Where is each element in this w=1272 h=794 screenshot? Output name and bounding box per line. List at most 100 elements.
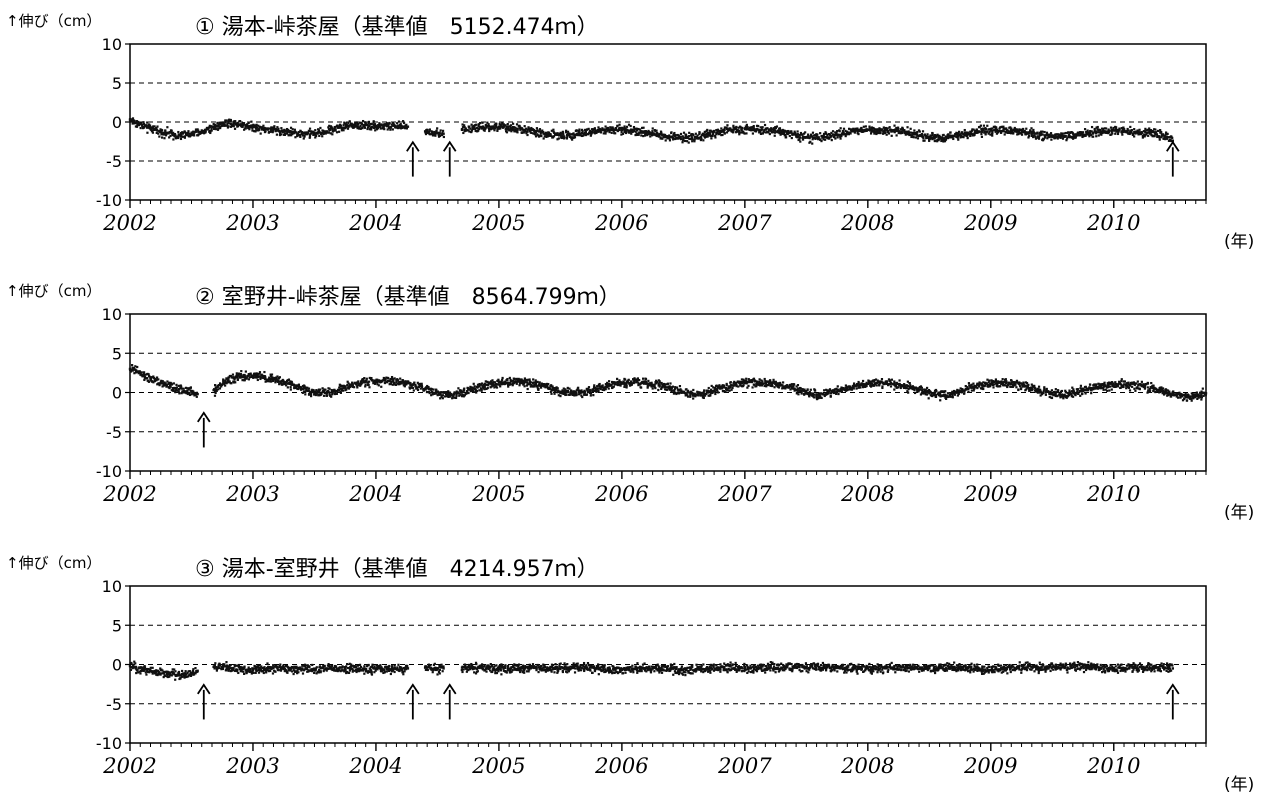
- data-point: [369, 377, 373, 381]
- data-point: [1072, 132, 1075, 136]
- data-point: [549, 390, 552, 394]
- data-point: [294, 131, 297, 134]
- data-point: [842, 388, 845, 391]
- data-point: [302, 137, 305, 140]
- data-point: [233, 378, 236, 381]
- data-point: [698, 137, 701, 140]
- data-point: [478, 389, 481, 392]
- data-point: [1154, 128, 1157, 131]
- data-point: [1160, 134, 1163, 137]
- data-point: [410, 386, 413, 389]
- data-point: [427, 131, 430, 135]
- data-point: [607, 387, 610, 390]
- data-point: [962, 136, 965, 139]
- data-point: [248, 376, 252, 379]
- data-point: [657, 382, 660, 385]
- data-point: [839, 127, 842, 130]
- data-point: [819, 395, 822, 398]
- data-point: [777, 386, 781, 389]
- data-point: [779, 133, 782, 136]
- data-point: [956, 135, 960, 138]
- data-point: [326, 131, 329, 134]
- data-point: [526, 128, 529, 131]
- data-point: [460, 389, 463, 392]
- data-point: [406, 381, 409, 385]
- data-point: [455, 394, 458, 398]
- data-point: [568, 387, 571, 390]
- data-point: [686, 395, 690, 398]
- data-point: [508, 376, 511, 380]
- data-point: [728, 386, 731, 389]
- data-point: [614, 381, 617, 384]
- data-point: [428, 130, 431, 133]
- data-point: [710, 388, 713, 391]
- data-point: [551, 135, 554, 138]
- data-point: [305, 388, 308, 392]
- data-point: [520, 382, 523, 385]
- data-point: [259, 126, 262, 129]
- data-point: [618, 128, 621, 132]
- data-point: [625, 384, 628, 387]
- data-point: [642, 381, 646, 384]
- data-point: [161, 133, 165, 136]
- data-point: [788, 134, 791, 138]
- data-point: [577, 134, 580, 137]
- data-point: [216, 125, 220, 128]
- data-point: [483, 382, 486, 385]
- data-point: [408, 386, 411, 389]
- data-point: [721, 384, 724, 387]
- data-point: [523, 128, 527, 132]
- data-point: [945, 135, 948, 139]
- data-point: [487, 123, 490, 126]
- data-point: [830, 390, 834, 394]
- data-point: [980, 127, 983, 131]
- data-point: [230, 382, 233, 385]
- data-point: [276, 126, 279, 129]
- data-point: [242, 373, 245, 377]
- data-point: [447, 392, 450, 395]
- data-point: [836, 388, 840, 391]
- data-point: [873, 132, 876, 135]
- data-point: [861, 382, 864, 385]
- data-point: [377, 380, 380, 383]
- data-point: [149, 127, 152, 131]
- data-point: [177, 134, 181, 137]
- data-point: [511, 128, 514, 131]
- data-point: [376, 383, 379, 386]
- data-point: [495, 122, 498, 126]
- data-point: [718, 384, 721, 387]
- data-point: [222, 124, 225, 127]
- data-point: [806, 388, 809, 392]
- data-point: [1023, 129, 1026, 133]
- data-point: [311, 388, 314, 391]
- data-point: [435, 129, 438, 133]
- event-arrow: [406, 140, 420, 177]
- data-point: [158, 384, 161, 387]
- data-point: [642, 382, 646, 385]
- data-point: [931, 394, 934, 398]
- data-point: [188, 392, 191, 395]
- data-point: [313, 132, 316, 135]
- data-point: [823, 389, 826, 392]
- data-point: [774, 126, 778, 130]
- data-point: [710, 384, 713, 388]
- data-point: [819, 132, 822, 135]
- data-point: [227, 378, 230, 382]
- data-point: [160, 131, 163, 134]
- data-point: [336, 126, 339, 129]
- data-point: [752, 128, 755, 131]
- data-point: [344, 126, 347, 130]
- data-point: [219, 126, 222, 130]
- data-point: [477, 129, 480, 132]
- data-point: [380, 385, 383, 388]
- data-point: [220, 124, 223, 128]
- data-point: [1124, 131, 1127, 134]
- data-point: [335, 131, 339, 134]
- data-point: [822, 138, 825, 141]
- data-point: [344, 386, 347, 389]
- data-point: [563, 390, 566, 393]
- data-point: [518, 378, 521, 381]
- data-point: [364, 380, 367, 383]
- data-point: [529, 380, 532, 384]
- data-point: [649, 135, 652, 138]
